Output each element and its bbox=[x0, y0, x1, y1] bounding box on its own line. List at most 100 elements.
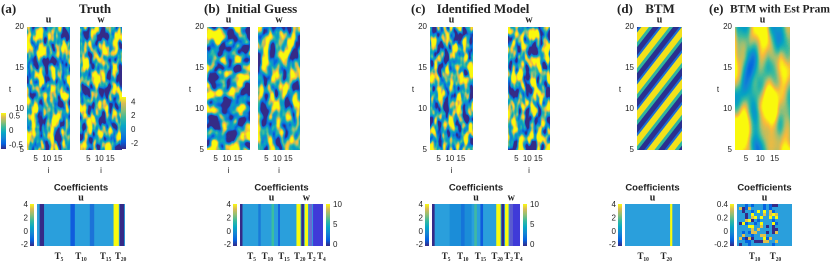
x-tick-label: T₂ bbox=[504, 251, 513, 261]
colorbar-tick-label: 5 bbox=[333, 220, 338, 229]
coefficient-map bbox=[37, 204, 125, 246]
coefficient-label: w bbox=[508, 192, 516, 203]
y-tick-label: 20 bbox=[418, 22, 427, 31]
coefficient-cell bbox=[748, 225, 751, 228]
x-tick-label: 5 bbox=[264, 154, 269, 163]
map-title: w bbox=[97, 14, 105, 25]
panel-label: (e) bbox=[709, 1, 723, 16]
y-tick-label: 20 bbox=[15, 22, 24, 31]
colorbar-tick-label: 4 bbox=[131, 97, 136, 106]
x-tick-label: 10 bbox=[523, 154, 532, 163]
coefficient-cell bbox=[745, 237, 748, 240]
coefficient-cell bbox=[769, 204, 772, 207]
colorbar-tick-label: 10 bbox=[530, 200, 539, 209]
coefficient-cell bbox=[748, 243, 751, 246]
colorbar-tick-label: 4 bbox=[419, 200, 424, 209]
coefficient-stripe bbox=[509, 204, 513, 246]
colorbar bbox=[233, 204, 237, 246]
coefficient-cell bbox=[760, 234, 763, 237]
coefficient-cell bbox=[760, 222, 763, 225]
colorbar-tick-label: 2 bbox=[24, 213, 29, 222]
coefficient-label: u bbox=[78, 192, 84, 203]
coefficient-cell bbox=[769, 216, 772, 219]
x-tick-label: T₂ bbox=[307, 251, 316, 261]
x-tick-label: 5 bbox=[744, 154, 749, 163]
coefficient-cell bbox=[751, 216, 754, 219]
coefficient-cell bbox=[775, 240, 778, 243]
colorbar bbox=[326, 204, 330, 246]
coefficient-stripe bbox=[512, 204, 520, 246]
coefficient-cell bbox=[772, 228, 775, 231]
coefficient-stripe bbox=[240, 204, 243, 246]
x-tick-label: 15 bbox=[54, 154, 63, 163]
colorbar-tick-label: 0 bbox=[612, 227, 617, 236]
coefficient-stripe bbox=[113, 204, 119, 246]
colorbar-tick-label: 4 bbox=[227, 200, 232, 209]
heatmap bbox=[735, 27, 790, 150]
coefficient-cell bbox=[751, 225, 754, 228]
y-tick-label: 10 bbox=[723, 104, 732, 113]
coefficient-cell bbox=[769, 210, 772, 213]
panel-label: (b) bbox=[204, 1, 220, 16]
coefficient-label: u bbox=[269, 192, 275, 203]
coefficient-cell bbox=[772, 213, 775, 216]
coefficient-cell bbox=[772, 231, 775, 234]
coefficient-cell bbox=[745, 240, 748, 243]
x-tick-label: 10 bbox=[95, 154, 104, 163]
panel-title: Identified Model bbox=[437, 1, 530, 16]
coefficient-stripe bbox=[89, 204, 95, 246]
heatmap bbox=[27, 27, 70, 150]
y-tick-label: 20 bbox=[723, 22, 732, 31]
coefficient-cell bbox=[760, 225, 763, 228]
coefficient-title: Coefficients bbox=[737, 183, 791, 194]
coefficient-cell bbox=[742, 234, 745, 237]
map-title: u bbox=[760, 14, 766, 25]
x-tick-label: 15 bbox=[106, 154, 115, 163]
y-tick-label: 20 bbox=[195, 22, 204, 31]
x-tick-label: 10 bbox=[756, 154, 765, 163]
coefficient-cell bbox=[751, 228, 754, 231]
coefficient-cell bbox=[772, 219, 775, 222]
x-axis-label: i bbox=[228, 166, 230, 175]
coefficient-label: w bbox=[303, 192, 311, 203]
coefficient-cell bbox=[772, 243, 775, 246]
heatmap bbox=[430, 27, 473, 150]
coefficient-title: Coefficients bbox=[625, 183, 679, 194]
y-tick-label: 10 bbox=[625, 104, 634, 113]
coefficient-cell bbox=[775, 204, 778, 207]
coefficient-cell bbox=[742, 222, 745, 225]
coefficient-cell bbox=[760, 240, 763, 243]
coefficient-cell bbox=[763, 237, 766, 240]
map-title: u bbox=[46, 14, 52, 25]
coefficient-cell bbox=[763, 240, 766, 243]
colorbar-tick-label: 0 bbox=[9, 126, 14, 135]
x-tick-label: T₅ bbox=[442, 251, 451, 261]
x-tick-label: T₁₀ bbox=[262, 251, 274, 261]
y-tick-label: 10 bbox=[418, 104, 427, 113]
x-tick-label: 10 bbox=[222, 154, 231, 163]
x-axis-label: i bbox=[528, 166, 530, 175]
colorbar-tick-label: 0.5 bbox=[9, 112, 21, 121]
x-tick-label: T₂₀ bbox=[770, 251, 782, 261]
coefficient-cell bbox=[742, 207, 745, 210]
x-tick-label: T₅ bbox=[55, 251, 64, 261]
y-axis-label: t bbox=[619, 85, 622, 94]
panel-title: BTM with Est Pram bbox=[730, 4, 830, 16]
panel-label: (a) bbox=[1, 1, 16, 16]
coefficient-cell bbox=[754, 216, 757, 219]
coefficient-cell bbox=[751, 234, 754, 237]
colorbar-tick-label: 0 bbox=[227, 227, 232, 236]
colorbar bbox=[618, 204, 622, 246]
coefficient-cell bbox=[754, 222, 757, 225]
coefficient-cell bbox=[775, 216, 778, 219]
colorbar-tick-label: 10 bbox=[333, 200, 342, 209]
colorbar-tick-label: 0 bbox=[24, 227, 29, 236]
coefficient-cell bbox=[751, 231, 754, 234]
y-tick-label: 15 bbox=[625, 63, 634, 72]
coefficient-stripe bbox=[278, 204, 280, 246]
coefficient-stripe bbox=[308, 204, 313, 246]
coefficient-stripe bbox=[501, 204, 505, 246]
x-tick-label: T₂₀ bbox=[115, 251, 127, 261]
coefficient-cell bbox=[763, 210, 766, 213]
coefficient-cell bbox=[775, 228, 778, 231]
